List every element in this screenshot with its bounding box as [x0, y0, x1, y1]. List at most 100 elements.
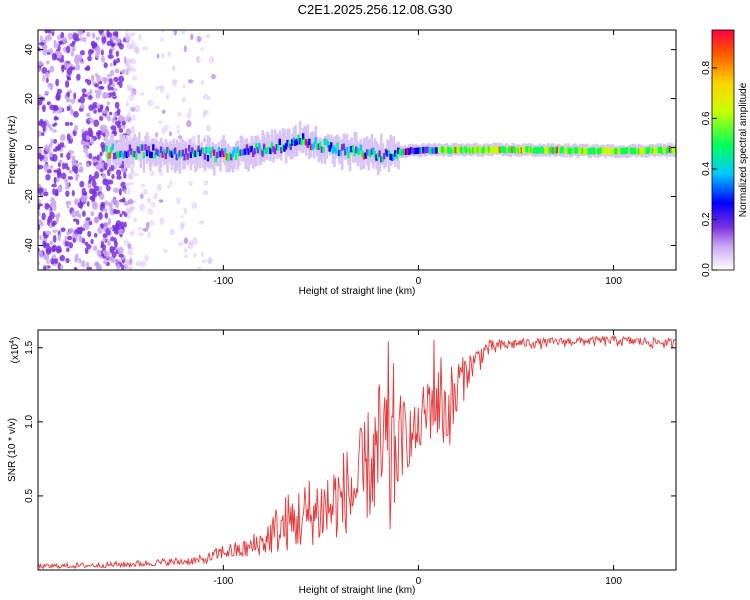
- noise-mark: [66, 105, 71, 112]
- noise-mark: [64, 80, 70, 88]
- noise-mark: [127, 67, 132, 72]
- noise-mark: [88, 116, 93, 122]
- noise-mark: [160, 37, 164, 42]
- noise-mark: [64, 240, 70, 247]
- band-mark: [202, 147, 205, 154]
- noise-mark: [43, 253, 50, 261]
- noise-mark: [111, 174, 115, 180]
- noise-mark: [88, 220, 93, 226]
- band-halo: [214, 143, 218, 165]
- noise-mark: [147, 99, 154, 107]
- noise-mark: [58, 159, 63, 164]
- noise-mark: [114, 223, 120, 232]
- noise-mark: [116, 108, 121, 114]
- noise-mark: [56, 109, 62, 114]
- colorbar-label: Normalized spectral amplitude: [738, 82, 749, 217]
- noise-mark: [164, 124, 169, 132]
- noise-mark: [76, 226, 81, 234]
- band-halo: [233, 150, 236, 169]
- noise-mark: [131, 75, 138, 81]
- band-mark: [172, 148, 175, 156]
- band-mark: [306, 141, 310, 148]
- noise-mark: [188, 107, 192, 114]
- noise-mark: [96, 249, 102, 257]
- noise-mark: [107, 54, 114, 59]
- noise-mark: [54, 122, 58, 126]
- noise-mark: [103, 221, 110, 226]
- band-mark: [389, 153, 392, 161]
- band-mark: [542, 147, 545, 154]
- band-mark: [219, 150, 222, 158]
- noise-mark: [101, 144, 106, 153]
- band-mark: [345, 146, 349, 154]
- band-mark: [247, 148, 250, 155]
- noise-mark: [111, 36, 117, 41]
- band-mark: [543, 147, 547, 154]
- band-mark: [139, 144, 143, 151]
- band-mark: [181, 149, 185, 157]
- band-mark: [253, 147, 256, 155]
- band-mark: [297, 134, 300, 142]
- band-mark: [419, 147, 422, 154]
- band-mark: [222, 150, 225, 158]
- band-halo: [228, 146, 232, 172]
- noise-mark: [171, 65, 176, 72]
- noise-mark: [188, 180, 193, 187]
- noise-mark: [176, 128, 180, 135]
- noise-mark: [102, 208, 108, 212]
- band-mark: [529, 146, 533, 153]
- noise-mark: [104, 212, 109, 219]
- band-mark: [166, 147, 169, 154]
- noise-mark: [91, 189, 97, 197]
- noise-mark: [91, 180, 97, 188]
- band-halo: [180, 137, 183, 156]
- band-mark: [664, 147, 667, 154]
- noise-mark: [95, 163, 102, 171]
- noise-mark: [113, 60, 117, 66]
- band-mark: [378, 150, 381, 157]
- band-halo: [256, 135, 260, 157]
- noise-mark: [93, 245, 98, 252]
- noise-mark: [183, 248, 188, 253]
- noise-mark: [100, 49, 104, 56]
- band-halo: [222, 135, 225, 163]
- band-mark: [623, 147, 626, 155]
- band-mark: [369, 150, 372, 158]
- top-xtick-label: 100: [605, 276, 622, 287]
- band-mark: [621, 147, 625, 155]
- noise-mark: [52, 129, 57, 133]
- band-mark: [422, 146, 425, 154]
- noise-mark: [68, 169, 73, 174]
- top-ylabel: Frequency (Hz): [7, 116, 18, 185]
- band-mark: [301, 133, 305, 140]
- band-mark: [148, 151, 152, 158]
- noise-mark: [111, 198, 117, 204]
- bottom-ytick-label: 0.5: [24, 489, 35, 503]
- band-mark: [337, 149, 341, 157]
- band-mark: [656, 147, 659, 154]
- band-mark: [305, 139, 308, 146]
- band-mark: [227, 154, 230, 162]
- band-halo: [259, 145, 263, 165]
- band-mark: [523, 146, 526, 154]
- noise-mark: [96, 74, 101, 83]
- band-halo: [369, 138, 372, 162]
- band-mark: [390, 154, 394, 161]
- noise-mark: [43, 121, 47, 127]
- band-mark: [130, 148, 133, 155]
- band-mark: [333, 145, 336, 152]
- top-ytick-label: 0: [24, 144, 35, 150]
- noise-mark: [149, 219, 155, 226]
- noise-mark: [78, 168, 84, 173]
- band-halo: [106, 139, 110, 159]
- band-mark: [325, 139, 328, 146]
- band-mark: [267, 146, 271, 154]
- band-halo: [231, 146, 235, 173]
- band-mark: [645, 147, 648, 154]
- band-mark: [503, 146, 506, 154]
- band-mark: [138, 147, 141, 154]
- band-halo: [317, 138, 321, 163]
- band-halo: [236, 140, 239, 170]
- band-mark: [320, 146, 324, 153]
- band-mark: [615, 147, 619, 155]
